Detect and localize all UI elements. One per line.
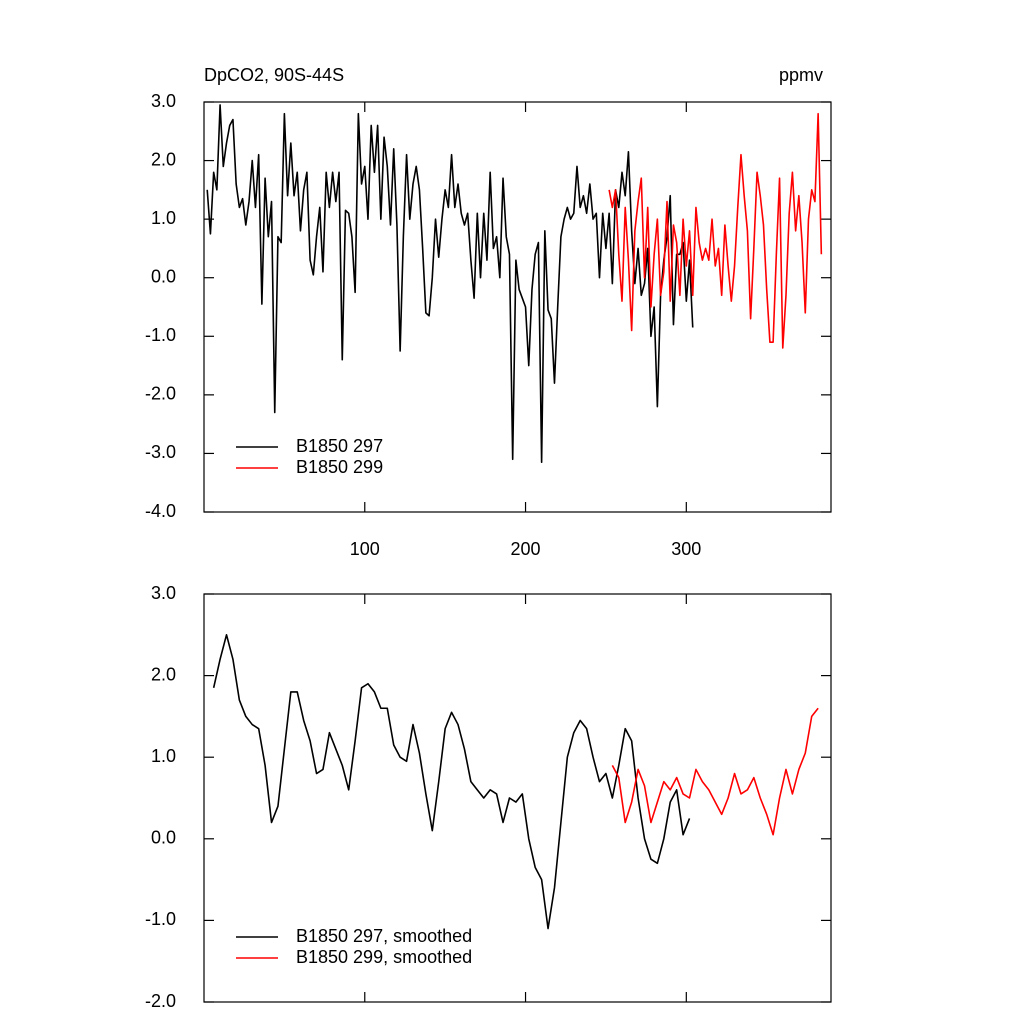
legend-label: B1850 297, smoothed bbox=[296, 926, 472, 946]
chart-title: DpCO2, 90S-44S bbox=[204, 65, 344, 85]
y-tick-label: 1.0 bbox=[151, 746, 176, 766]
legend-label: B1850 299 bbox=[296, 457, 383, 477]
y-tick-label: 0.0 bbox=[151, 828, 176, 848]
y-tick-label: -1.0 bbox=[145, 325, 176, 345]
y-tick-label: 0.0 bbox=[151, 266, 176, 286]
y-tick-label: 2.0 bbox=[151, 149, 176, 169]
y-tick-label: -4.0 bbox=[145, 501, 176, 521]
y-tick-label: -3.0 bbox=[145, 442, 176, 462]
x-tick-label: 200 bbox=[511, 539, 541, 559]
plot-frame bbox=[203, 101, 832, 513]
y-tick-label: 3.0 bbox=[151, 583, 176, 603]
y-tick-label: -1.0 bbox=[145, 909, 176, 929]
data-line bbox=[608, 112, 823, 349]
y-tick-label: -2.0 bbox=[145, 384, 176, 404]
data-line bbox=[611, 707, 819, 836]
legend-label: B1850 299, smoothed bbox=[296, 947, 472, 967]
plot-frame bbox=[203, 593, 832, 1003]
data-line bbox=[206, 104, 694, 464]
y-tick-label: 3.0 bbox=[151, 91, 176, 111]
y-tick-label: 1.0 bbox=[151, 208, 176, 228]
y-tick-label: -2.0 bbox=[145, 991, 176, 1011]
x-tick-label: 100 bbox=[350, 539, 380, 559]
legend-label: B1850 297 bbox=[296, 436, 383, 456]
y-tick-label: 2.0 bbox=[151, 664, 176, 684]
data-line bbox=[212, 634, 691, 930]
x-tick-label: 300 bbox=[671, 539, 701, 559]
unit-label: ppmv bbox=[779, 65, 823, 85]
